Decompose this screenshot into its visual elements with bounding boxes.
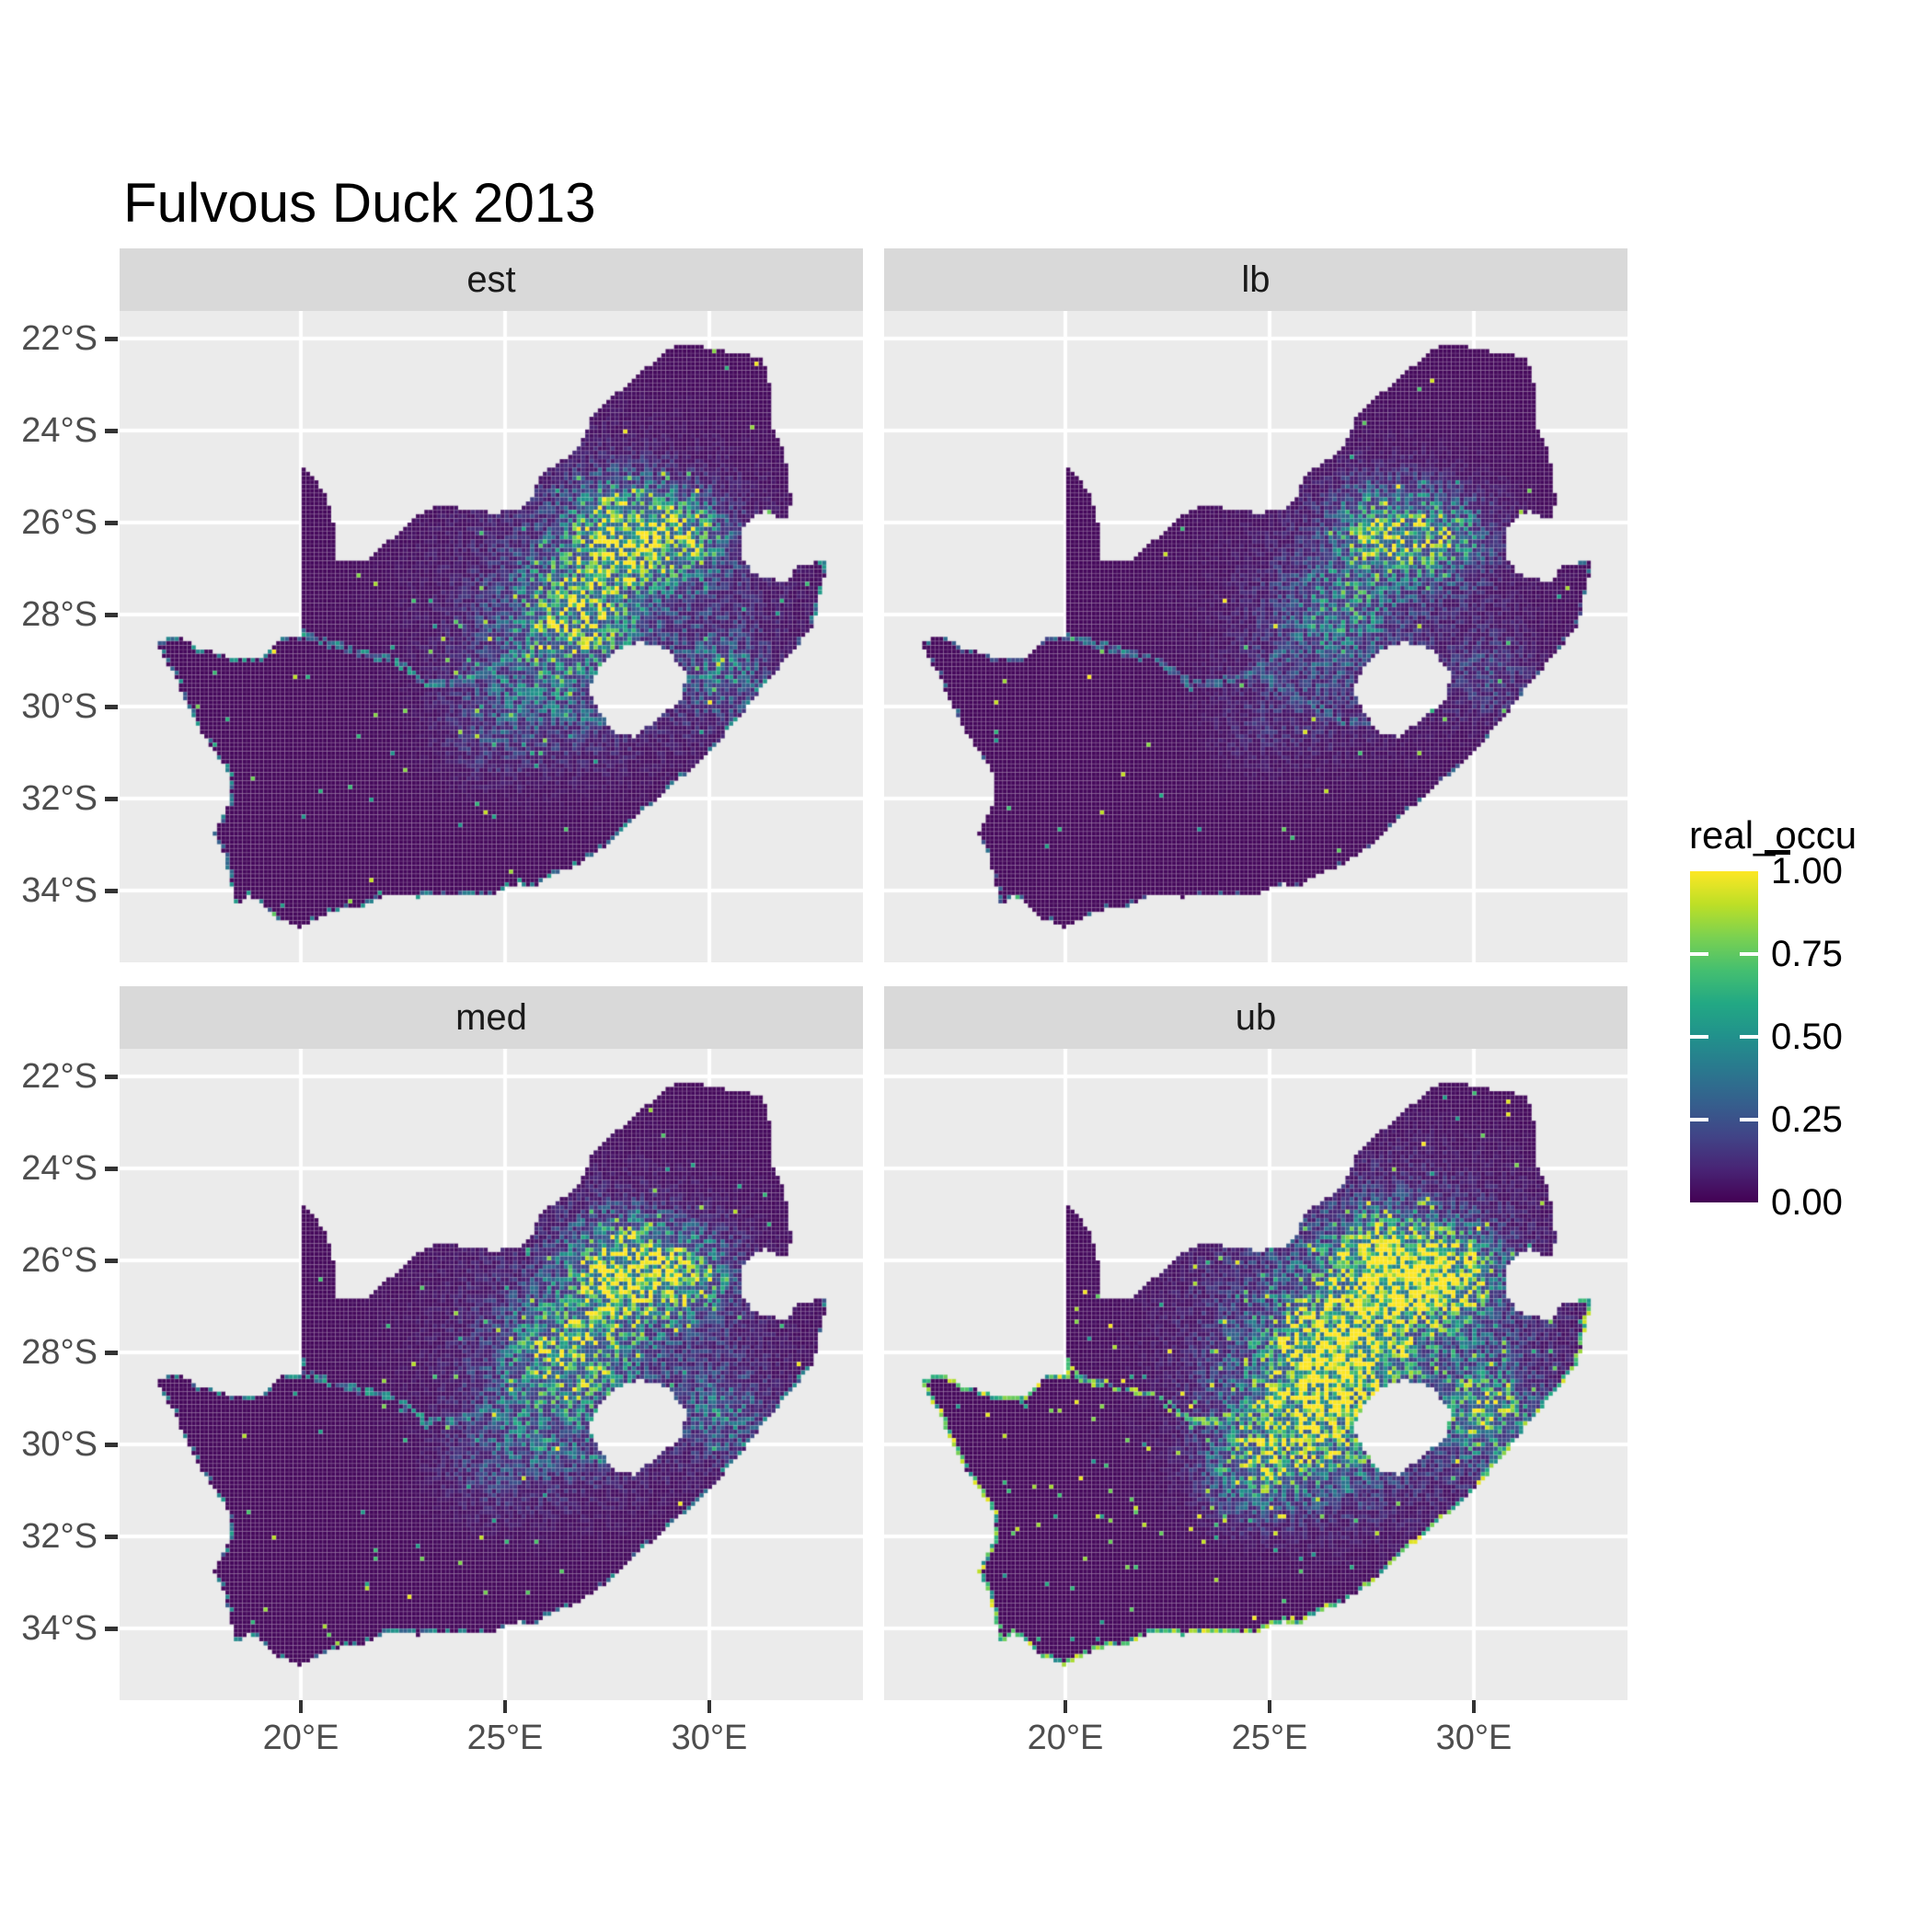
y-tick-mark	[105, 1351, 118, 1355]
y-tick-mark	[105, 521, 118, 525]
y-tick-mark	[105, 1259, 118, 1263]
x-tick-label: 20°E	[262, 1719, 339, 1757]
legend-top-tick	[1765, 850, 1790, 855]
legend-tick-label: 0.25	[1771, 1099, 1843, 1140]
y-tick-label: 28°S	[21, 1333, 98, 1372]
y-tick-label: 30°S	[21, 1425, 98, 1464]
panel-lb	[884, 311, 1627, 962]
x-tick-label: 30°E	[1435, 1719, 1512, 1757]
legend-tick-label: 0.00	[1771, 1182, 1843, 1223]
legend-tick-mark	[1690, 1118, 1708, 1121]
legend-tick-label: 0.50	[1771, 1017, 1843, 1057]
y-tick-label: 22°S	[21, 1057, 98, 1096]
plot-title: Fulvous Duck 2013	[123, 172, 596, 234]
y-tick-label: 22°S	[21, 319, 98, 358]
y-tick-mark	[105, 1627, 118, 1631]
x-tick-mark	[1268, 1700, 1271, 1713]
y-tick-mark	[105, 705, 118, 709]
x-tick-mark	[503, 1700, 507, 1713]
y-tick-label: 34°S	[21, 871, 98, 910]
legend-tick-mark	[1690, 952, 1708, 956]
y-tick-label: 26°S	[21, 1241, 98, 1280]
legend-tick-label: 1.00	[1771, 851, 1843, 891]
y-tick-mark	[105, 429, 118, 433]
y-tick-mark	[105, 1167, 118, 1171]
legend-title: real_occu	[1689, 813, 1857, 857]
x-tick-label: 25°E	[466, 1719, 544, 1757]
map-canvas-med	[120, 1049, 863, 1700]
facet-strip-med: med	[120, 986, 863, 1049]
map-canvas-est	[120, 311, 863, 962]
x-tick-mark	[1472, 1700, 1476, 1713]
y-tick-label: 24°S	[21, 411, 98, 450]
legend-tick-mark	[1690, 1035, 1708, 1039]
map-canvas-lb	[884, 311, 1627, 962]
legend-tick-mark	[1740, 1118, 1758, 1121]
y-tick-label: 32°S	[21, 779, 98, 818]
x-tick-label: 25°E	[1231, 1719, 1308, 1757]
y-tick-label: 26°S	[21, 503, 98, 542]
legend-tick-label: 0.75	[1771, 934, 1843, 974]
y-tick-label: 24°S	[21, 1149, 98, 1188]
x-tick-mark	[707, 1700, 711, 1713]
facet-strip-lb: lb	[884, 248, 1627, 311]
x-tick-label: 20°E	[1027, 1719, 1104, 1757]
facet-strip-label-ub: ub	[1235, 996, 1277, 1038]
legend-tick-mark	[1740, 1035, 1758, 1039]
y-tick-label: 34°S	[21, 1609, 98, 1648]
x-tick-label: 30°E	[671, 1719, 748, 1757]
y-tick-mark	[105, 1443, 118, 1447]
facet-strip-ub: ub	[884, 986, 1627, 1049]
y-tick-label: 30°S	[21, 687, 98, 726]
facet-strip-label-lb: lb	[1241, 259, 1271, 300]
y-tick-label: 28°S	[21, 595, 98, 634]
map-canvas-ub	[884, 1049, 1627, 1700]
y-tick-mark	[105, 1075, 118, 1079]
facet-strip-label-est: est	[466, 259, 516, 300]
panel-med	[120, 1049, 863, 1700]
y-tick-mark	[105, 613, 118, 617]
panel-ub	[884, 1049, 1627, 1700]
y-tick-mark	[105, 337, 118, 341]
y-tick-mark	[105, 1535, 118, 1539]
legend-tick-mark	[1740, 952, 1758, 956]
y-tick-mark	[105, 797, 118, 801]
x-tick-mark	[1064, 1700, 1067, 1713]
x-tick-mark	[299, 1700, 303, 1713]
facet-strip-est: est	[120, 248, 863, 311]
panel-est	[120, 311, 863, 962]
y-tick-label: 32°S	[21, 1517, 98, 1556]
facet-strip-label-med: med	[455, 996, 527, 1038]
y-tick-mark	[105, 889, 118, 893]
